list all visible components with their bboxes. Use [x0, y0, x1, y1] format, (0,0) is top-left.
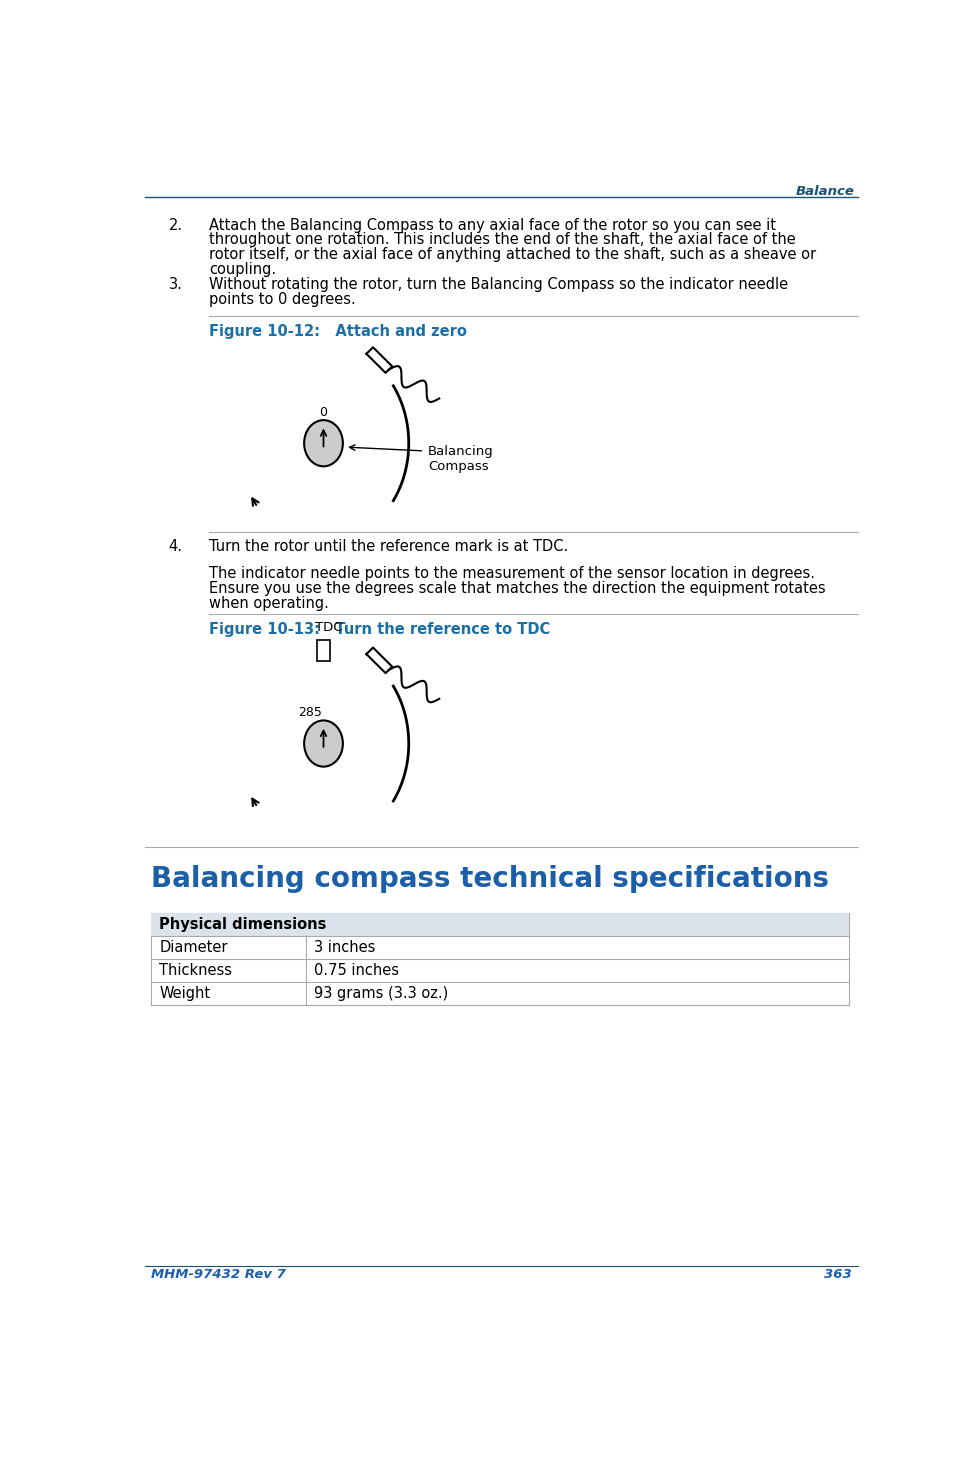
Ellipse shape [305, 420, 343, 467]
Text: 363: 363 [825, 1269, 852, 1281]
Text: 0.75 inches: 0.75 inches [314, 964, 399, 978]
Text: MHM-97432 Rev 7: MHM-97432 Rev 7 [151, 1269, 286, 1281]
Text: 93 grams (3.3 oz.): 93 grams (3.3 oz.) [314, 986, 448, 1002]
Text: rotor itself, or the axial face of anything attached to the shaft, such as a she: rotor itself, or the axial face of anyth… [209, 246, 816, 263]
Text: Balancing compass technical specifications: Balancing compass technical specificatio… [151, 866, 830, 893]
FancyBboxPatch shape [151, 912, 849, 1005]
Text: Ensure you use the degrees scale that matches the direction the equipment rotate: Ensure you use the degrees scale that ma… [209, 581, 826, 596]
Text: 2.: 2. [169, 217, 183, 233]
Text: The indicator needle points to the measurement of the sensor location in degrees: The indicator needle points to the measu… [209, 566, 815, 581]
Text: Figure 10-12:   Attach and zero: Figure 10-12: Attach and zero [209, 324, 467, 339]
Text: TDC: TDC [315, 621, 343, 634]
Text: throughout one rotation. This includes the end of the shaft, the axial face of t: throughout one rotation. This includes t… [209, 232, 795, 248]
Text: Figure 10-13:   Turn the reference to TDC: Figure 10-13: Turn the reference to TDC [209, 622, 550, 637]
Text: Weight: Weight [159, 986, 210, 1002]
Text: 285: 285 [298, 706, 322, 719]
Text: Balance: Balance [795, 185, 854, 198]
Text: when operating.: when operating. [209, 596, 329, 610]
Text: Attach the Balancing Compass to any axial face of the rotor so you can see it: Attach the Balancing Compass to any axia… [209, 217, 776, 233]
Text: Balancing
Compass: Balancing Compass [428, 445, 494, 472]
Text: Without rotating the rotor, turn the Balancing Compass so the indicator needle: Without rotating the rotor, turn the Bal… [209, 277, 788, 292]
Text: Turn the rotor until the reference mark is at TDC.: Turn the rotor until the reference mark … [209, 540, 568, 555]
FancyBboxPatch shape [316, 640, 331, 662]
FancyBboxPatch shape [151, 912, 849, 936]
Text: 4.: 4. [169, 540, 183, 555]
Text: 0: 0 [319, 405, 328, 418]
Text: 3 inches: 3 inches [314, 940, 376, 955]
Text: points to 0 degrees.: points to 0 degrees. [209, 292, 355, 307]
Text: Physical dimensions: Physical dimensions [159, 917, 327, 932]
Text: Thickness: Thickness [159, 964, 232, 978]
Ellipse shape [305, 720, 343, 767]
Text: Diameter: Diameter [159, 940, 227, 955]
Text: 3.: 3. [169, 277, 183, 292]
Text: coupling.: coupling. [209, 261, 276, 276]
